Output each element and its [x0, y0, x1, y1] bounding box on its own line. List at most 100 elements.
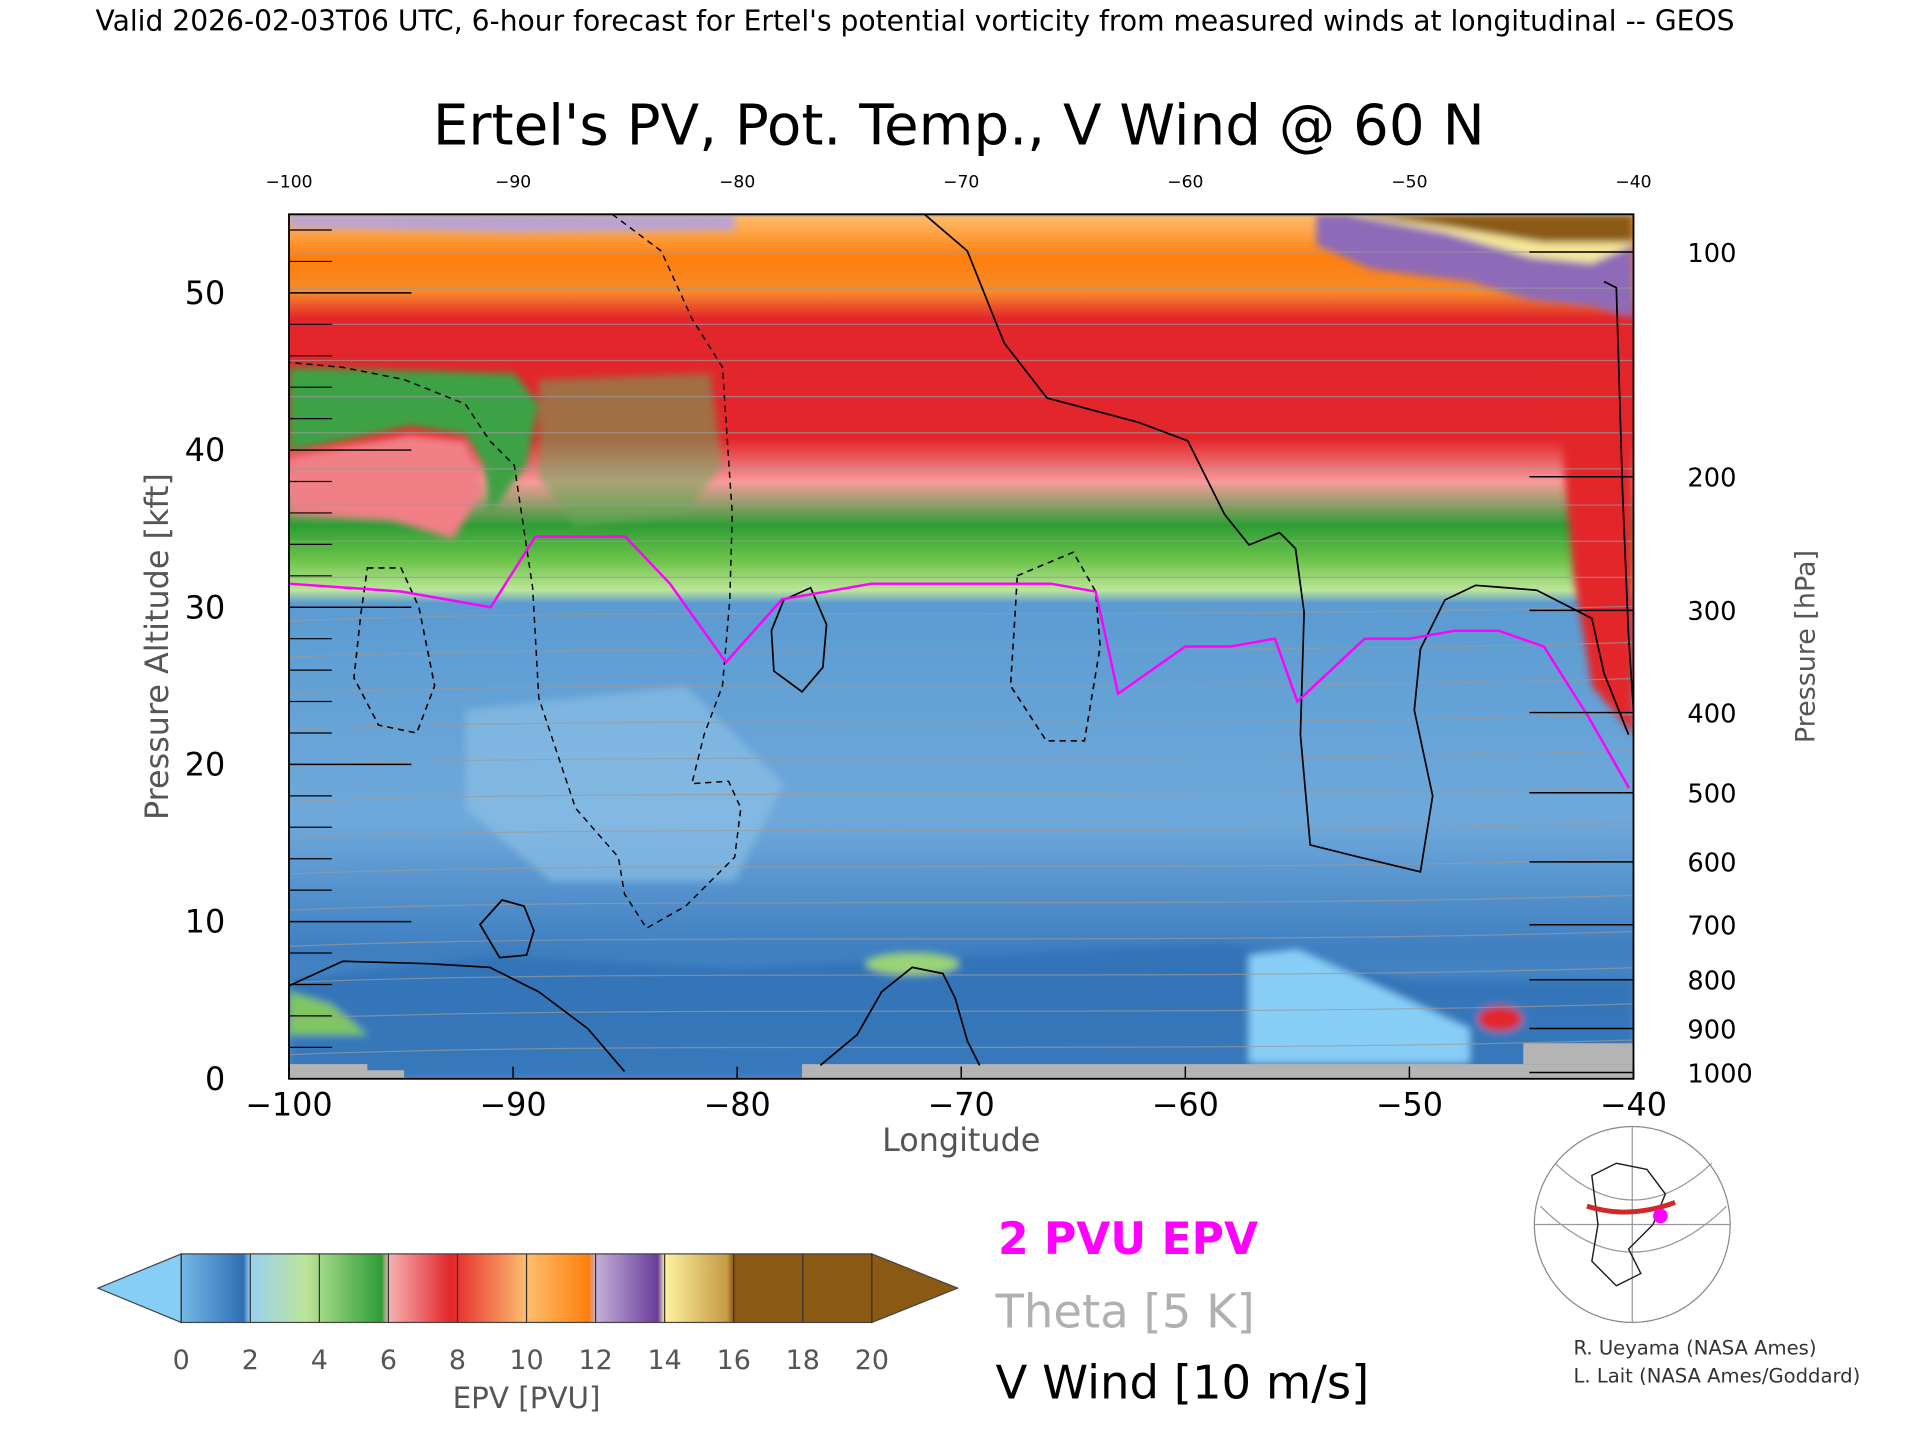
colorbar-tick-label: 14	[648, 1345, 682, 1376]
topography-peak	[1523, 1043, 1634, 1065]
y-tick-label: 30	[185, 588, 226, 626]
pressure-tick-label: 100	[1687, 239, 1736, 269]
wind-contour	[353, 567, 436, 734]
map-grid	[1534, 1126, 1731, 1323]
x-top-tick-label: −70	[943, 172, 979, 192]
x-top-tick-label: −60	[1167, 172, 1203, 192]
wind-contour-zero-low	[819, 966, 981, 1066]
locator-map	[1533, 1125, 1731, 1324]
theta-line	[288, 894, 1634, 911]
pressure-axis-label: Pressure [hPa]	[1791, 550, 1822, 743]
pressure-tick-label: 400	[1687, 699, 1736, 729]
colorbar-ticks: 0 2 4 6 8 10 12 14 16 18 20	[173, 1253, 889, 1376]
x-tick-label: −70	[928, 1086, 995, 1124]
x-tick-label: −90	[479, 1086, 546, 1124]
x-tick-label: −40	[1600, 1086, 1667, 1124]
chart-title: Ertel's PV, Pot. Temp., V Wind @ 60 N	[433, 93, 1485, 158]
red-surface-spot	[1477, 1006, 1523, 1032]
topography-mask	[288, 1043, 1634, 1079]
x-axis: −100 −90 −80 −70 −60 −50 −40	[245, 1066, 1667, 1124]
x-top-tick-label: −90	[495, 172, 531, 192]
pressure-tick-label: 600	[1687, 849, 1736, 879]
colorbar-tick-label: 12	[578, 1345, 612, 1376]
legend-item-theta: Theta [5 K]	[995, 1284, 1255, 1338]
topography-east	[802, 1064, 1634, 1079]
map-location-marker	[1653, 1208, 1668, 1224]
y-axis: 0 10 20 30 40 50	[185, 229, 412, 1098]
pressure-tick-label: 1000	[1687, 1059, 1752, 1089]
map-coastline	[1591, 1162, 1667, 1287]
colorbar-tick-label: 4	[311, 1345, 328, 1376]
pressure-tick-label: 900	[1687, 1015, 1736, 1045]
legend-item-vwind: V Wind [10 m/s]	[996, 1355, 1370, 1409]
theta-line	[288, 930, 1634, 947]
pressure-tick-label: 800	[1687, 967, 1736, 997]
colorbar-tick-label: 10	[509, 1345, 543, 1376]
x-top-tick-label: −80	[719, 172, 755, 192]
theta-line	[288, 1039, 1634, 1056]
x-tick-label: −80	[704, 1086, 771, 1124]
colorbar-tick-label: 6	[380, 1345, 397, 1376]
colorbar-tick-label: 20	[855, 1345, 889, 1376]
theta-line	[288, 1003, 1634, 1020]
sky-blue-surface	[1248, 948, 1470, 1063]
colorbar-tick-label: 8	[449, 1345, 466, 1376]
x-top-tick-label: −100	[265, 172, 312, 192]
pv-2pvu-contour	[288, 535, 1631, 789]
pressure-tick-label: 300	[1687, 597, 1736, 627]
colorbar-label: EPV [PVU]	[453, 1381, 601, 1415]
purple-fringe-left	[288, 214, 735, 233]
green-surface-left	[288, 991, 368, 1035]
theta-line	[288, 786, 1634, 803]
y-axis-label: Pressure Altitude [kft]	[138, 473, 176, 820]
theta-line	[288, 967, 1634, 984]
colorbar-under-arrow	[96, 1252, 182, 1324]
y-tick-label: 20	[185, 745, 226, 783]
x-axis-top: −100 −90 −80 −70 −60 −50 −40	[265, 172, 1651, 192]
colorbar-tick-label: 18	[786, 1345, 820, 1376]
wind-contour-closed	[478, 899, 535, 959]
credit-line-2: L. Lait (NASA Ames/Goddard)	[1573, 1364, 1860, 1387]
y-tick-label: 50	[185, 274, 226, 312]
v-wind-contours	[288, 214, 1634, 1072]
green-left-block	[288, 367, 539, 515]
colorbar-over-arrow	[871, 1252, 960, 1324]
pressure-tick-label: 700	[1687, 912, 1736, 942]
topography	[288, 1064, 405, 1079]
colorbar-tick-label: 16	[717, 1345, 751, 1376]
credit-line-1: R. Ueyama (NASA Ames)	[1573, 1336, 1816, 1359]
y-tick-label: 0	[205, 1060, 225, 1098]
green-surface-spot	[865, 952, 959, 975]
brown-corner	[1359, 214, 1634, 243]
legend-item-pv: 2 PVU EPV	[998, 1214, 1258, 1265]
header-text: Valid 2026-02-03T06 UTC, 6-hour forecast…	[96, 5, 1735, 38]
x-tick-label: −60	[1152, 1086, 1219, 1124]
theta-line	[288, 605, 1634, 622]
x-axis-label: Longitude	[882, 1121, 1040, 1159]
y-tick-label: 10	[185, 903, 226, 941]
x-tick-label: −50	[1376, 1086, 1443, 1124]
x-top-tick-label: −50	[1391, 172, 1427, 192]
legend: 2 PVU EPV Theta [5 K] V Wind [10 m/s]	[995, 1214, 1370, 1409]
pv-field-background	[288, 214, 1634, 1079]
theta-line	[288, 641, 1634, 658]
x-tick-label: −100	[245, 1086, 332, 1124]
wind-contour-zero	[923, 214, 1630, 873]
pressure-axis: 100 200 300 400 500 600 700 800 900 1000	[1529, 239, 1753, 1089]
plot-area	[288, 214, 1634, 1079]
theta-line	[288, 750, 1634, 767]
theta-line	[288, 858, 1634, 875]
pressure-tick-label: 200	[1687, 464, 1736, 494]
theta-line	[288, 822, 1634, 839]
colorbar-tick-label: 0	[173, 1345, 190, 1376]
x-top-tick-label: −40	[1615, 172, 1651, 192]
green-transition	[538, 373, 723, 527]
wind-contour-right	[1603, 280, 1634, 711]
colorbar: 0 2 4 6 8 10 12 14 16 18 20 EPV [PVU]	[96, 1252, 960, 1415]
pressure-tick-label: 500	[1687, 780, 1736, 810]
colorbar-tick-label: 2	[242, 1345, 259, 1376]
pink-left-lobe	[288, 434, 484, 539]
wind-contour	[1009, 551, 1101, 742]
